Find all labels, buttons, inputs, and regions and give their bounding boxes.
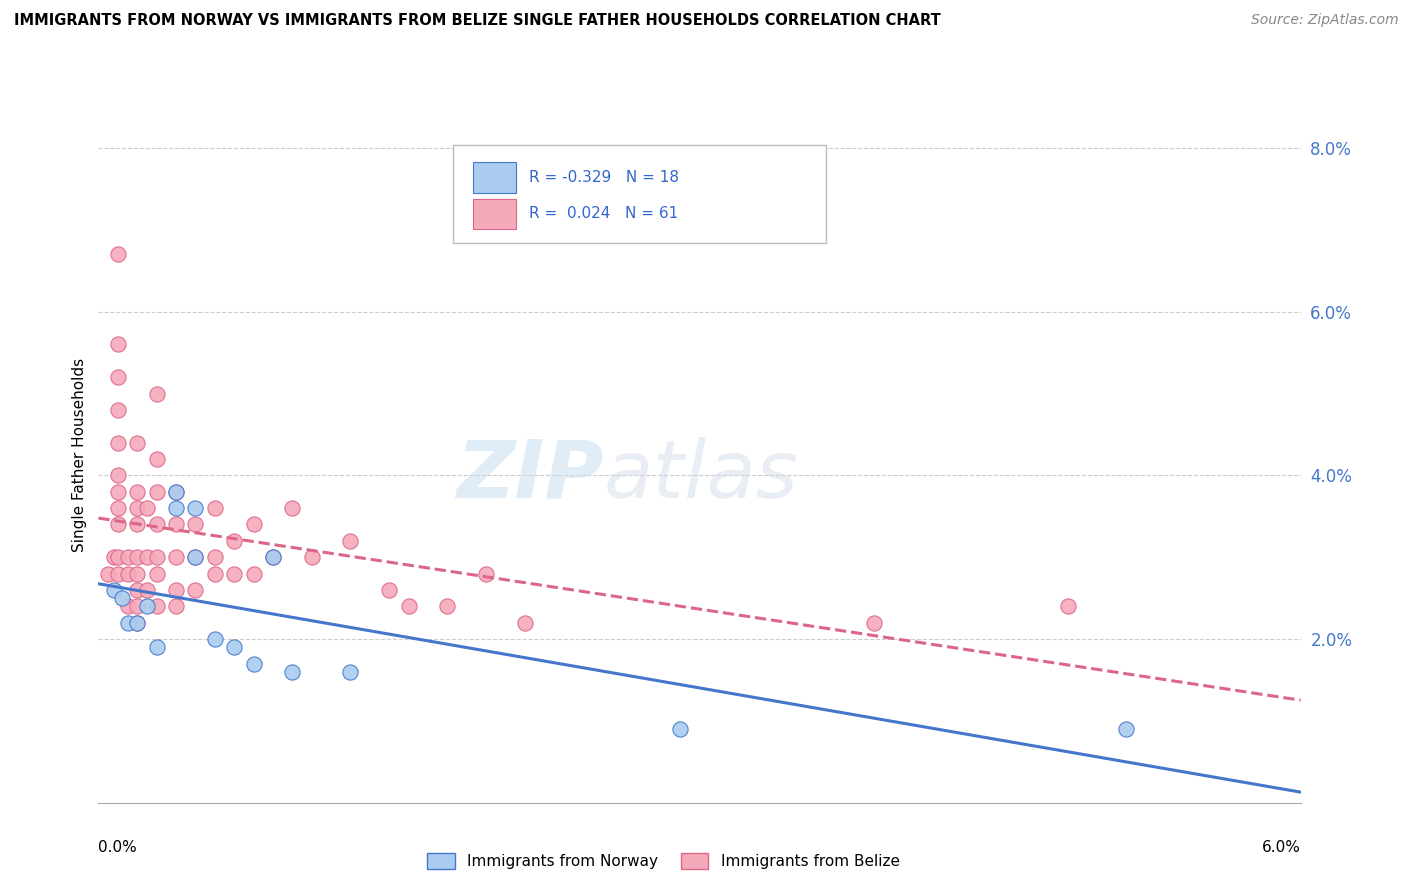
Point bbox=[339, 533, 361, 548]
Point bbox=[117, 599, 139, 614]
Point bbox=[165, 582, 187, 597]
Point bbox=[145, 640, 167, 655]
Point bbox=[107, 403, 129, 417]
Text: R = -0.329   N = 18: R = -0.329 N = 18 bbox=[529, 170, 679, 186]
Point bbox=[107, 247, 129, 261]
Point bbox=[398, 599, 420, 614]
Point bbox=[145, 550, 167, 565]
Text: 0.0%: 0.0% bbox=[98, 839, 138, 855]
Point bbox=[242, 517, 264, 532]
Point bbox=[107, 550, 129, 565]
Point bbox=[135, 599, 157, 614]
Text: ZIP: ZIP bbox=[456, 437, 603, 515]
Point bbox=[145, 484, 167, 499]
Point bbox=[475, 566, 498, 581]
Point bbox=[103, 550, 125, 565]
Point bbox=[513, 615, 536, 630]
Point bbox=[165, 599, 187, 614]
Point bbox=[281, 501, 304, 516]
Point bbox=[184, 582, 207, 597]
Point bbox=[107, 435, 129, 450]
Legend: Immigrants from Norway, Immigrants from Belize: Immigrants from Norway, Immigrants from … bbox=[422, 847, 905, 875]
Point bbox=[107, 501, 129, 516]
Point bbox=[339, 665, 361, 679]
Point bbox=[127, 435, 149, 450]
Y-axis label: Single Father Households: Single Father Households bbox=[72, 358, 87, 552]
Point bbox=[107, 468, 129, 483]
Point bbox=[204, 632, 226, 646]
Point bbox=[165, 484, 187, 499]
Point bbox=[107, 484, 129, 499]
Text: R =  0.024   N = 61: R = 0.024 N = 61 bbox=[529, 206, 678, 221]
Point bbox=[145, 452, 167, 467]
FancyBboxPatch shape bbox=[474, 199, 516, 229]
Text: 6.0%: 6.0% bbox=[1261, 839, 1301, 855]
Point bbox=[184, 550, 207, 565]
Point bbox=[184, 517, 207, 532]
Point bbox=[107, 337, 129, 351]
Text: Source: ZipAtlas.com: Source: ZipAtlas.com bbox=[1251, 13, 1399, 28]
Point bbox=[145, 566, 167, 581]
Point bbox=[145, 599, 167, 614]
Point bbox=[127, 501, 149, 516]
Point bbox=[145, 517, 167, 532]
Point bbox=[127, 517, 149, 532]
Point bbox=[127, 484, 149, 499]
Point bbox=[97, 566, 120, 581]
Point bbox=[117, 566, 139, 581]
Point bbox=[127, 582, 149, 597]
Point bbox=[127, 615, 149, 630]
Point bbox=[165, 484, 187, 499]
Point bbox=[127, 599, 149, 614]
Point bbox=[135, 550, 157, 565]
Point bbox=[127, 550, 149, 565]
Point bbox=[262, 550, 284, 565]
Point bbox=[184, 501, 207, 516]
Point bbox=[117, 615, 139, 630]
Point bbox=[378, 582, 401, 597]
Point bbox=[165, 550, 187, 565]
Text: IMMIGRANTS FROM NORWAY VS IMMIGRANTS FROM BELIZE SINGLE FATHER HOUSEHOLDS CORREL: IMMIGRANTS FROM NORWAY VS IMMIGRANTS FRO… bbox=[14, 13, 941, 29]
Point bbox=[262, 550, 284, 565]
Point bbox=[1057, 599, 1080, 614]
Point bbox=[107, 370, 129, 384]
Point bbox=[242, 657, 264, 671]
Point bbox=[242, 566, 264, 581]
Point bbox=[204, 550, 226, 565]
Point bbox=[135, 582, 157, 597]
Point bbox=[117, 550, 139, 565]
Point bbox=[127, 566, 149, 581]
Point bbox=[184, 550, 207, 565]
Point bbox=[165, 501, 187, 516]
Point bbox=[107, 517, 129, 532]
Point bbox=[224, 566, 246, 581]
FancyBboxPatch shape bbox=[474, 162, 516, 193]
Point bbox=[107, 566, 129, 581]
Point bbox=[224, 640, 246, 655]
Point bbox=[127, 615, 149, 630]
Point bbox=[281, 665, 304, 679]
Point bbox=[224, 533, 246, 548]
Point bbox=[145, 386, 167, 401]
Point bbox=[436, 599, 458, 614]
Point bbox=[165, 517, 187, 532]
Point bbox=[669, 722, 692, 736]
Point bbox=[135, 501, 157, 516]
Point bbox=[204, 501, 226, 516]
Point bbox=[863, 615, 886, 630]
FancyBboxPatch shape bbox=[453, 145, 825, 243]
Point bbox=[204, 566, 226, 581]
Point bbox=[111, 591, 134, 606]
Point bbox=[1115, 722, 1137, 736]
Point bbox=[301, 550, 323, 565]
Point bbox=[103, 582, 125, 597]
Text: atlas: atlas bbox=[603, 437, 799, 515]
